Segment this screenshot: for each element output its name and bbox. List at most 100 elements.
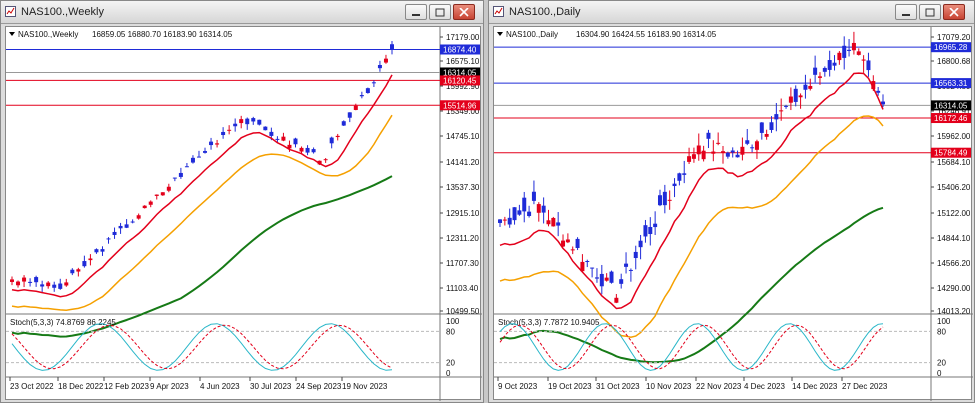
candle-body	[311, 149, 316, 153]
candle-body	[745, 140, 750, 144]
candle-body	[227, 129, 232, 131]
price-tag-label: 16563.31	[934, 79, 968, 88]
candle-body	[648, 226, 653, 235]
price-tick-label: 12915.10	[446, 209, 480, 218]
price-tag-label: 16965.28	[934, 43, 968, 52]
candle-body	[160, 192, 165, 196]
candle-body	[172, 177, 177, 179]
candle-body	[624, 263, 629, 267]
stoch-tick-label: 20	[937, 359, 946, 368]
restore-button[interactable]	[429, 4, 451, 20]
candle-body	[100, 249, 105, 252]
candle-body	[817, 76, 822, 78]
stoch-tick-label: 80	[937, 327, 946, 336]
candle-body	[317, 160, 322, 165]
price-tick-label: 15406.20	[937, 183, 971, 192]
price-tick-label: 16575.10	[446, 57, 480, 66]
candle-body	[58, 283, 63, 289]
candle-body	[575, 238, 580, 248]
candle-body	[832, 62, 837, 66]
candle-body	[498, 219, 502, 223]
candle-body	[209, 141, 214, 146]
candle-body	[866, 60, 871, 71]
candle-body	[725, 152, 730, 157]
price-tag	[440, 75, 480, 86]
candle-body	[527, 211, 532, 217]
candle-body	[779, 110, 784, 112]
candle-body	[263, 126, 268, 131]
candle-body	[245, 118, 250, 125]
price-tag-label: 16314.05	[443, 68, 477, 77]
candle-body	[28, 281, 33, 283]
minimize-button[interactable]	[895, 4, 917, 20]
candle-body	[347, 112, 352, 118]
candle-body	[565, 239, 570, 243]
date-label: 23 Oct 2022	[10, 382, 54, 391]
close-button[interactable]	[453, 4, 475, 20]
candle-body	[166, 186, 171, 191]
candle-body	[851, 42, 856, 51]
candle-body	[556, 222, 561, 226]
candle-body	[88, 258, 93, 261]
chart-ohlc-label: 16859.05 16880.70 16183.90 16314.05	[92, 30, 233, 39]
weekly-chart-canvas[interactable]: NAS100.,Weekly 16859.05 16880.70 16183.90…	[6, 27, 482, 401]
candle-body	[784, 105, 789, 107]
candle-body	[269, 131, 274, 136]
candle-body	[609, 271, 614, 283]
candle-body	[341, 121, 346, 126]
candle-body	[643, 225, 648, 237]
weekly-plot-area[interactable]: NAS100.,Weekly 16859.05 16880.70 16183.90…	[5, 26, 482, 401]
candle-body	[34, 277, 39, 283]
candle-body	[701, 150, 706, 160]
price-tag	[931, 78, 971, 89]
price-tag-label: 16874.40	[443, 45, 477, 54]
candle-body	[287, 144, 292, 149]
daily-chart-window[interactable]: NAS100.,Daily NAS100.,Daily 16304.90 1642…	[488, 0, 975, 403]
candle-body	[721, 151, 726, 153]
candle-body	[696, 145, 701, 155]
price-tick-label: 11707.30	[446, 259, 479, 268]
candle-body	[275, 138, 280, 140]
stoch-signal-line	[499, 324, 884, 370]
price-tag-label: 15514.96	[443, 101, 477, 110]
price-tag	[440, 44, 480, 55]
candle-body	[847, 49, 852, 51]
price-tick-label: 15962.00	[937, 132, 971, 141]
stoch-main-line	[499, 323, 884, 371]
window-title: NAS100.,Daily	[509, 6, 581, 18]
candle-body	[769, 122, 774, 130]
weekly-chart-window[interactable]: NAS100.,Weekly NAS100.,Weekly 16859.05 16…	[0, 0, 484, 403]
date-label: 22 Nov 2023	[696, 382, 742, 391]
price-tick-label: 15122.00	[937, 209, 971, 218]
weekly-title-bar[interactable]: NAS100.,Weekly	[1, 1, 483, 24]
candle-body	[502, 219, 507, 221]
candle-body	[221, 131, 226, 136]
ma-mid-line	[11, 114, 393, 312]
candle-body	[390, 44, 394, 50]
date-label: 9 Oct 2023	[498, 382, 538, 391]
close-button[interactable]	[943, 4, 965, 20]
candle-body	[633, 251, 638, 259]
minimize-icon	[902, 14, 910, 16]
ma-fast-line	[11, 74, 393, 298]
price-tag	[931, 42, 971, 53]
chart-window-icon	[493, 6, 504, 17]
daily-plot-area[interactable]: NAS100.,Daily 16304.90 16424.55 16183.90 …	[493, 26, 973, 401]
price-tick-label: 16800.68	[937, 57, 971, 66]
candle-body	[682, 173, 687, 175]
minimize-button[interactable]	[405, 4, 427, 20]
price-tick-label: 14844.10	[937, 234, 971, 243]
daily-chart-canvas[interactable]: NAS100.,Daily 16304.90 16424.55 16183.90 …	[494, 27, 973, 401]
candle-body	[599, 273, 604, 287]
price-tick-label: 17179.00	[446, 33, 480, 42]
candle-body	[536, 204, 541, 213]
arrow-down-icon	[497, 32, 503, 36]
restore-button[interactable]	[919, 4, 941, 20]
restore-icon	[435, 8, 445, 17]
candle-body	[541, 205, 546, 213]
price-tick-label: 14745.10	[446, 132, 480, 141]
candle-body	[353, 105, 358, 110]
daily-title-bar[interactable]: NAS100.,Daily	[489, 1, 974, 24]
candle-body	[305, 147, 310, 153]
stoch-tick-label: 20	[446, 359, 455, 368]
